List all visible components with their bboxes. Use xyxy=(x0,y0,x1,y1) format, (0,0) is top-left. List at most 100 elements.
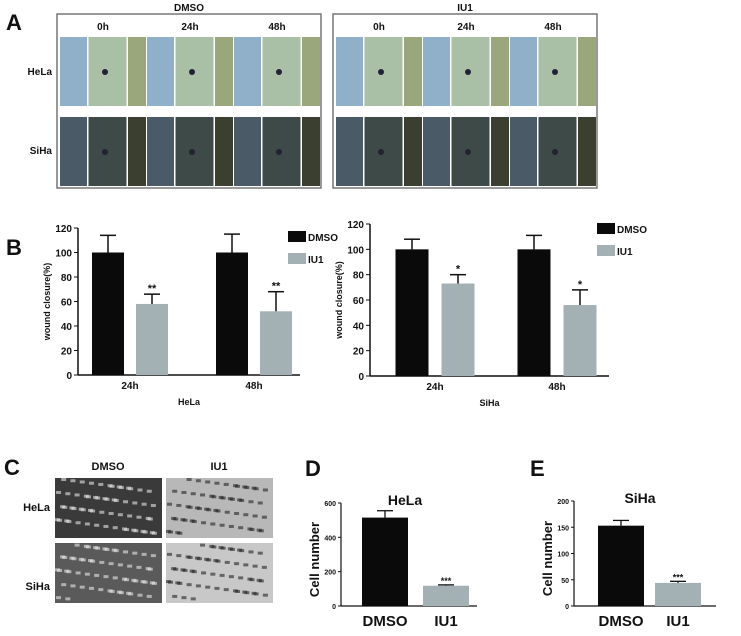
bar-dmso xyxy=(598,525,644,606)
cell-speck xyxy=(223,482,229,486)
cell-speck xyxy=(103,575,109,579)
cell-speck xyxy=(85,495,91,499)
cell-speck xyxy=(94,523,100,527)
cell-speck xyxy=(190,597,196,601)
cell-speck xyxy=(206,508,212,512)
timepoint-label: 0h xyxy=(373,22,385,33)
cell-speck xyxy=(89,481,95,485)
cell-speck xyxy=(201,521,207,525)
panel-label-d: D xyxy=(305,456,321,481)
cell-speck xyxy=(253,592,259,596)
significance-mark: ** xyxy=(148,283,157,295)
cell-speck xyxy=(151,531,157,535)
y-tick-label: 200 xyxy=(324,570,336,577)
cell-speck xyxy=(113,499,119,503)
y-tick-label: 200 xyxy=(557,499,569,506)
row-label-siha: SiHa xyxy=(30,146,53,157)
cell-speck xyxy=(172,594,178,598)
y-axis-label: Cell number xyxy=(540,521,555,596)
cell-speck xyxy=(261,515,267,519)
cell-speck xyxy=(118,591,124,595)
x-tick-label: 24h xyxy=(121,381,138,392)
cell-speck xyxy=(176,503,182,507)
wound-image xyxy=(128,37,146,106)
y-tick-label: 100 xyxy=(557,552,569,559)
legend-label: IU1 xyxy=(617,247,633,258)
bar-dmso xyxy=(517,249,551,376)
x-axis-label: SiHa xyxy=(479,398,500,408)
legend-swatch xyxy=(288,231,306,242)
cell-speck xyxy=(238,576,244,580)
cell-speck xyxy=(168,580,174,584)
cell-cluster xyxy=(465,69,471,75)
cell-speck xyxy=(65,597,71,601)
cell-speck xyxy=(147,567,153,571)
panel-label-a: A xyxy=(6,10,22,35)
cell-speck xyxy=(252,564,258,568)
panel-a: DMSO 0h 24h 48h IU1 0h 24h 48h HeLa SiHa xyxy=(28,3,598,189)
cell-speck xyxy=(127,514,133,518)
cell-speck xyxy=(243,563,249,567)
y-tick-label: 60 xyxy=(61,298,73,309)
timepoint-label: 24h xyxy=(181,22,198,33)
cell-speck xyxy=(61,478,67,481)
cell-speck xyxy=(141,552,147,556)
wound-image xyxy=(215,37,233,106)
bar-iu1 xyxy=(423,585,469,606)
cell-speck xyxy=(80,508,86,512)
legend-swatch xyxy=(288,253,306,264)
y-tick-label: 80 xyxy=(61,273,73,284)
y-tick-label: 120 xyxy=(55,224,72,235)
legend-label: DMSO xyxy=(308,233,338,244)
wound-image xyxy=(578,37,596,106)
y-tick-label: 100 xyxy=(347,245,364,256)
cell-speck xyxy=(176,554,182,558)
cell-speck xyxy=(70,584,76,588)
cell-speck xyxy=(262,488,268,492)
cell-speck xyxy=(79,480,85,484)
x-tick-label: 48h xyxy=(245,381,262,392)
significance-mark: *** xyxy=(441,576,452,586)
cell-speck xyxy=(57,518,63,522)
wound-image xyxy=(510,37,537,106)
y-tick-label: 600 xyxy=(324,501,336,508)
cell-speck xyxy=(195,584,201,588)
cell-speck xyxy=(137,593,143,597)
wound-image xyxy=(234,37,261,106)
cell-speck xyxy=(223,588,229,592)
y-tick-label: 80 xyxy=(353,271,365,282)
cell-speck xyxy=(167,552,173,556)
cell-speck xyxy=(75,521,81,525)
cell-speck xyxy=(229,547,235,551)
cell-speck xyxy=(214,586,220,590)
cell-cluster xyxy=(102,149,108,155)
cell-speck xyxy=(99,510,105,514)
cell-speck xyxy=(177,581,183,585)
cell-speck xyxy=(75,571,81,575)
cell-speck xyxy=(182,518,188,522)
cell-speck xyxy=(147,517,153,521)
wound-image xyxy=(336,37,363,106)
cell-speck xyxy=(258,529,264,533)
wound-image xyxy=(302,37,320,106)
significance-mark: ** xyxy=(272,281,281,293)
cell-speck xyxy=(196,557,202,561)
y-tick-label: 100 xyxy=(55,249,72,260)
cell-speck xyxy=(62,555,68,559)
cell-speck xyxy=(56,490,62,494)
cell-speck xyxy=(224,560,230,564)
x-tick-label: DMSO xyxy=(363,613,408,630)
wound-image xyxy=(423,117,450,186)
row-label-hela: HeLa xyxy=(28,67,53,78)
cell-speck xyxy=(244,591,250,595)
cell-speck xyxy=(181,596,187,600)
wound-image xyxy=(404,117,422,186)
cell-speck xyxy=(220,496,226,500)
cell-speck xyxy=(215,559,221,563)
cell-speck xyxy=(205,585,211,589)
cell-speck xyxy=(128,592,134,596)
cell-speck xyxy=(79,585,85,589)
cell-speck xyxy=(103,524,109,528)
bar-dmso xyxy=(362,517,408,606)
